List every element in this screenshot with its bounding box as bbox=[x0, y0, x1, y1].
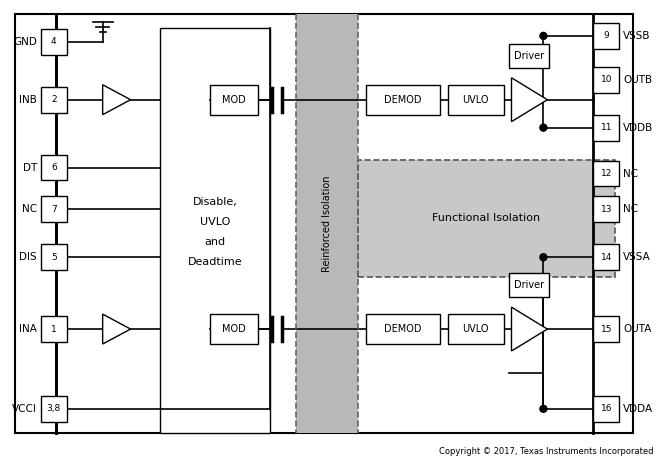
Text: MOD: MOD bbox=[222, 95, 246, 105]
Text: VDDB: VDDB bbox=[623, 123, 653, 133]
Text: Disable,: Disable, bbox=[193, 197, 238, 207]
Polygon shape bbox=[103, 85, 131, 114]
Bar bbox=[509, 273, 549, 297]
Text: DIS: DIS bbox=[19, 252, 37, 262]
Bar bbox=[41, 316, 67, 342]
Text: UVLO: UVLO bbox=[200, 218, 230, 227]
Text: NC: NC bbox=[22, 204, 37, 214]
Bar bbox=[366, 85, 440, 114]
Bar bbox=[358, 159, 615, 277]
Text: Copyright © 2017, Texas Instruments Incorporated: Copyright © 2017, Texas Instruments Inco… bbox=[439, 447, 653, 456]
Bar bbox=[41, 196, 67, 223]
Text: and: and bbox=[205, 237, 226, 247]
Circle shape bbox=[540, 124, 547, 131]
Text: 3,8: 3,8 bbox=[46, 404, 61, 413]
Bar bbox=[593, 161, 620, 186]
Text: DEMOD: DEMOD bbox=[384, 324, 422, 334]
Text: 11: 11 bbox=[600, 123, 612, 132]
Text: 10: 10 bbox=[600, 75, 612, 84]
Text: VCCI: VCCI bbox=[12, 404, 37, 414]
Text: 13: 13 bbox=[600, 205, 612, 214]
Text: 7: 7 bbox=[51, 205, 56, 214]
Text: GND: GND bbox=[13, 37, 37, 47]
Text: Driver: Driver bbox=[515, 51, 544, 61]
Text: 5: 5 bbox=[51, 253, 56, 262]
Text: INA: INA bbox=[19, 324, 37, 334]
Text: Driver: Driver bbox=[515, 280, 544, 290]
Text: 12: 12 bbox=[600, 169, 612, 178]
Text: NC: NC bbox=[623, 204, 638, 214]
Bar bbox=[593, 316, 620, 342]
Polygon shape bbox=[511, 307, 547, 351]
Text: VSSA: VSSA bbox=[623, 252, 651, 262]
Bar bbox=[593, 67, 620, 93]
Bar bbox=[41, 154, 67, 180]
Bar bbox=[448, 85, 503, 114]
Bar bbox=[210, 85, 258, 114]
Text: VDDA: VDDA bbox=[623, 404, 653, 414]
Circle shape bbox=[540, 254, 547, 261]
Bar bbox=[41, 396, 67, 422]
Bar bbox=[41, 87, 67, 113]
Text: 15: 15 bbox=[600, 325, 612, 333]
Bar bbox=[593, 114, 620, 141]
Circle shape bbox=[540, 405, 547, 412]
Bar bbox=[296, 14, 358, 433]
Polygon shape bbox=[103, 314, 131, 344]
Text: 1: 1 bbox=[51, 325, 56, 333]
Text: INB: INB bbox=[19, 95, 37, 105]
Text: MOD: MOD bbox=[222, 324, 246, 334]
Text: OUTA: OUTA bbox=[623, 324, 651, 334]
Text: Reinforced Isolation: Reinforced Isolation bbox=[322, 175, 332, 272]
Text: VSSB: VSSB bbox=[623, 31, 651, 41]
Bar bbox=[366, 314, 440, 344]
Circle shape bbox=[540, 33, 547, 39]
Text: DEMOD: DEMOD bbox=[384, 95, 422, 105]
Bar bbox=[448, 314, 503, 344]
Polygon shape bbox=[511, 78, 547, 122]
Text: UVLO: UVLO bbox=[462, 324, 489, 334]
Text: Deadtime: Deadtime bbox=[188, 257, 242, 267]
Text: OUTB: OUTB bbox=[623, 75, 652, 85]
Text: NC: NC bbox=[623, 169, 638, 179]
Bar bbox=[593, 23, 620, 49]
Text: 2: 2 bbox=[51, 95, 56, 104]
Bar bbox=[593, 196, 620, 223]
Bar bbox=[161, 28, 270, 433]
Bar bbox=[41, 244, 67, 270]
Bar bbox=[509, 44, 549, 68]
Bar bbox=[41, 29, 67, 55]
Text: 14: 14 bbox=[600, 253, 612, 262]
Text: 9: 9 bbox=[604, 32, 609, 40]
Text: DT: DT bbox=[23, 163, 37, 173]
Bar bbox=[593, 396, 620, 422]
Text: UVLO: UVLO bbox=[462, 95, 489, 105]
Bar bbox=[593, 244, 620, 270]
Text: 4: 4 bbox=[51, 38, 56, 46]
Bar bbox=[210, 314, 258, 344]
Text: Functional Isolation: Functional Isolation bbox=[432, 213, 540, 224]
Text: 6: 6 bbox=[51, 163, 56, 172]
Text: 16: 16 bbox=[600, 404, 612, 413]
